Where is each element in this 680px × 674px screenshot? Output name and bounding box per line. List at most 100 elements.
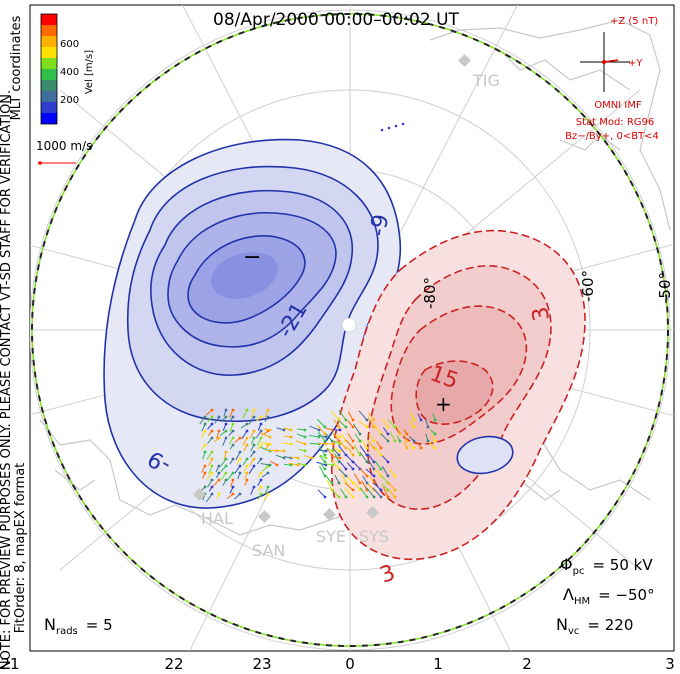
colorbar-cell <box>41 102 57 113</box>
velocity-vector-origin <box>323 453 327 457</box>
velocity-vector <box>365 468 375 477</box>
stat-model: Stat Mod: RG96 <box>576 117 655 128</box>
velocity-vector-origin <box>330 481 334 485</box>
velocity-vector-origin <box>412 425 416 429</box>
velocity-vector <box>374 460 382 470</box>
velocity-vector <box>330 410 340 421</box>
nvc-value: = 220 <box>587 616 633 634</box>
velocity-vector-origin <box>289 442 293 446</box>
velocity-vector-origin <box>358 439 362 443</box>
velocity-vector-origin <box>252 415 256 419</box>
velocity-vector-origin <box>217 436 221 440</box>
velocity-vector-origin <box>386 474 390 478</box>
velocity-vector <box>346 462 354 470</box>
velocity-vector-origin <box>238 436 242 440</box>
velocity-vector-origin <box>372 439 376 443</box>
velocity-vector <box>373 423 382 435</box>
phi-value: = 50 kV <box>592 556 653 574</box>
velocity-vector-origin <box>412 439 416 443</box>
velocity-vector <box>333 419 340 428</box>
velocity-vector <box>338 445 347 456</box>
velocity-vector-origin <box>351 467 355 471</box>
velocity-vector-origin <box>386 460 390 464</box>
velocity-vector-origin <box>338 435 342 439</box>
boundary-highlight <box>31 13 669 647</box>
velocity-vector-origin <box>203 471 207 475</box>
velocity-vector-origin <box>338 442 342 446</box>
velocity-vector <box>323 442 334 445</box>
velocity-vector <box>374 447 382 456</box>
imf-y-label: +Y <box>628 58 643 69</box>
mlt-label-23: 23 <box>252 655 271 673</box>
lambda-value: = −50° <box>598 586 655 604</box>
velocity-vector <box>362 475 368 484</box>
velocity-vector-origin <box>324 435 328 439</box>
colorbar-tick-400: 400 <box>60 67 79 78</box>
velocity-vector <box>347 411 354 421</box>
velocity-vector-origin <box>252 436 256 440</box>
velocity-vector-origin <box>426 425 430 429</box>
velocity-vector-origin <box>210 492 214 496</box>
velocity-vector-origin <box>412 418 416 422</box>
velocity-vector-origin <box>231 429 235 433</box>
velocity-vector-origin <box>252 450 256 454</box>
velocity-vectors <box>199 122 437 503</box>
velocity-vector-origin <box>358 488 362 492</box>
velocity-vector-origin <box>296 456 300 460</box>
velocity-vector-origin <box>224 422 228 426</box>
velocity-vector <box>352 461 361 470</box>
velocity-vector-origin <box>217 471 221 475</box>
velocity-vector <box>309 435 320 438</box>
velocity-vector <box>380 475 389 484</box>
velocity-vector-origin <box>231 471 235 475</box>
velocity-vector-origin <box>266 408 270 412</box>
velocity-vector-origin <box>338 428 342 432</box>
velocity-vector-origin <box>338 456 342 460</box>
velocity-vector-origin <box>386 439 390 443</box>
velocity-vector-origin <box>401 122 405 126</box>
velocity-vector-origin <box>379 446 383 450</box>
velocity-vector <box>326 479 333 491</box>
velocity-vector-origin <box>259 422 263 426</box>
velocity-vector <box>242 437 248 446</box>
velocity-vector-origin <box>210 429 214 433</box>
potential-minimum-mark: − <box>243 245 261 270</box>
velocity-vector-origin <box>266 485 270 489</box>
velocity-vector-origin <box>372 418 376 422</box>
colorbar-cell <box>41 58 57 69</box>
velocity-vector-origin <box>224 429 228 433</box>
velocity-vector-origin <box>365 425 369 429</box>
velocity-vector <box>261 441 271 445</box>
velocity-vector-origin <box>266 471 270 475</box>
radar-count: Nrads = 5 <box>44 615 113 637</box>
velocity-vector-origin <box>337 425 341 429</box>
velocity-vector-origin <box>323 425 327 429</box>
velocity-vector <box>338 468 347 477</box>
velocity-vector-origin <box>323 432 327 436</box>
velocity-vector-origin <box>303 428 307 432</box>
velocity-vector <box>345 439 354 449</box>
colorbar-cell <box>41 36 57 47</box>
velocity-vector-origin <box>351 453 355 457</box>
velocity-vector-origin <box>380 128 384 132</box>
velocity-vector-origin <box>224 436 228 440</box>
velocity-vector <box>330 488 340 498</box>
velocity-vector <box>381 465 389 477</box>
velocity-vector <box>359 445 368 456</box>
velocity-vector-origin <box>386 425 390 429</box>
velocity-vector-origin <box>268 428 272 432</box>
velocity-vector-origin <box>259 471 263 475</box>
velocity-vector-origin <box>426 439 430 443</box>
velocity-vector-origin <box>259 436 263 440</box>
mlt-label-21: 21 <box>0 655 19 673</box>
station-label-tig: TIG <box>472 71 500 90</box>
velocity-vector-origin <box>210 457 214 461</box>
velocity-vector-origin <box>252 457 256 461</box>
mlt-label-2: 2 <box>522 655 532 673</box>
velocity-vector-origin <box>203 464 207 468</box>
hm-boundary-latitude: ΛHM = −50° <box>563 585 655 607</box>
velocity-vector-origin <box>344 467 348 471</box>
preview-note: NOTE: FOR PREVIEW PURPOSES ONLY. PLEASE … <box>0 90 14 670</box>
velocity-vector <box>389 469 396 477</box>
